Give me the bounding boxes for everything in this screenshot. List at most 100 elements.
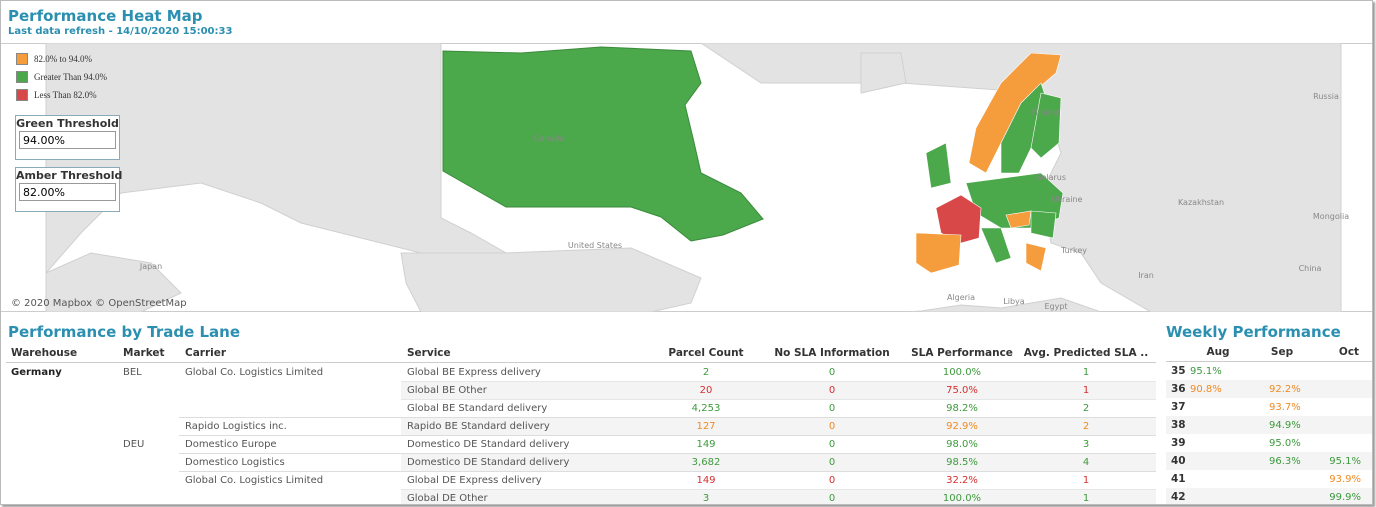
map-label: United States: [568, 241, 622, 250]
map-label: Russia: [1313, 92, 1339, 101]
week-label: 35: [1171, 365, 1186, 377]
legend-label: 82.0% to 94.0%: [34, 54, 92, 64]
map-label: Mongolia: [1313, 212, 1349, 221]
column-header: Carrier: [185, 347, 227, 359]
row-band: [1166, 452, 1372, 470]
region-green: [925, 142, 952, 189]
map-label: Japan: [139, 262, 162, 271]
map-label: Iran: [1138, 271, 1154, 280]
row-rule: [179, 471, 1156, 472]
table-cell: 1: [1082, 493, 1090, 504]
table-cell: 0: [828, 493, 836, 504]
region-red: [935, 194, 982, 244]
table-cell: 3,682: [691, 457, 721, 468]
column-header: Avg. Predicted SLA ..: [1023, 347, 1149, 359]
table-cell: 127: [696, 421, 716, 432]
table-cell: Domestico DE Standard delivery: [407, 439, 570, 450]
weekly-cell: 93.7%: [1269, 402, 1301, 413]
table-title: Performance by Trade Lane: [8, 323, 241, 341]
table-cell: Domestico Europe: [185, 439, 277, 450]
table-cell: 4: [1082, 457, 1090, 468]
table-cell: 2: [702, 367, 710, 378]
column-header: Aug: [1206, 346, 1230, 358]
table-cell: Global Co. Logistics Limited: [185, 367, 324, 378]
table-cell: 92.9%: [946, 421, 978, 432]
region-green: [1030, 210, 1057, 239]
row-rule: [179, 453, 1156, 454]
map-label: Kazakhstan: [1178, 198, 1224, 207]
row-band: [401, 417, 1156, 435]
map-label: Libya: [1003, 297, 1024, 306]
table-cell: 0: [828, 403, 836, 414]
week-label: 41: [1171, 473, 1186, 485]
table-cell: 98.5%: [946, 457, 978, 468]
map-label: Turkey: [1060, 246, 1087, 255]
weekly-title: Weekly Performance: [1166, 323, 1341, 341]
table-cell: Rapido Logistics inc.: [185, 421, 287, 432]
table-cell: 3: [702, 493, 710, 504]
week-label: 42: [1171, 491, 1186, 503]
weekly-cell: 94.9%: [1269, 420, 1301, 431]
map-label: Egypt: [1044, 302, 1067, 311]
table-cell: 100.0%: [942, 367, 982, 378]
weekly-cell: 93.9%: [1329, 474, 1361, 485]
column-header: Sep: [1270, 346, 1294, 358]
weekly-cell: 90.8%: [1190, 384, 1222, 395]
table-cell: Global BE Other: [407, 385, 487, 396]
table-cell: 98.2%: [946, 403, 978, 414]
weekly-cell: 96.3%: [1269, 456, 1301, 467]
map-label: Ukraine: [1052, 195, 1083, 204]
week-label: 36: [1171, 383, 1186, 395]
row-rule: [401, 381, 1156, 382]
threshold-label: Green Threshold: [16, 117, 119, 130]
table-cell: Germany: [11, 367, 62, 378]
map-label: Belarus: [1036, 173, 1066, 182]
legend-swatch: [16, 71, 28, 83]
threshold: Green Threshold 94.00%: [15, 115, 120, 160]
table-cell: Global BE Standard delivery: [407, 403, 548, 414]
table-cell: BEL: [123, 367, 142, 378]
threshold-input: 94.00%: [19, 131, 116, 149]
table-cell: Domestico Logistics: [185, 457, 285, 468]
row-band: [1166, 380, 1372, 398]
table-cell: 2: [1082, 421, 1090, 432]
attribution: © 2020 Mapbox © OpenStreetMap: [11, 298, 187, 309]
table-cell: 3: [1082, 439, 1090, 450]
legend-label: Greater Than 94.0%: [34, 72, 108, 82]
legend-swatch: [16, 89, 28, 101]
row-band: [401, 489, 1156, 504]
subtitle: Last data refresh - 14/10/2020 15:00:33: [8, 26, 233, 37]
row-rule: [179, 435, 1156, 436]
map-label: Canada: [534, 134, 565, 143]
map-label: Finland: [1032, 108, 1061, 117]
row-band: [401, 381, 1156, 399]
week-label: 38: [1171, 419, 1186, 431]
weekly-cell: 95.1%: [1190, 366, 1222, 377]
table-cell: 75.0%: [946, 385, 978, 396]
header-rule: [6, 362, 1156, 363]
table-cell: DEU: [123, 439, 145, 450]
threshold-label: Amber Threshold: [16, 169, 123, 182]
table-cell: 0: [828, 385, 836, 396]
legend-swatch: [16, 53, 28, 65]
title: Performance Heat Map: [8, 7, 203, 25]
row-band: [1166, 488, 1372, 504]
weekly-cell: 95.0%: [1269, 438, 1301, 449]
table-cell: 149: [696, 439, 716, 450]
week-label: 37: [1171, 401, 1186, 413]
week-label: 40: [1171, 455, 1186, 467]
table-cell: Global DE Other: [407, 493, 488, 504]
table-cell: 0: [828, 421, 836, 432]
table-cell: 2: [1082, 403, 1090, 414]
row-rule: [179, 417, 1156, 418]
weekly-cell: 92.2%: [1269, 384, 1301, 395]
weekly-cell: 99.9%: [1329, 492, 1361, 503]
table-cell: Global BE Express delivery: [407, 367, 541, 378]
header-rule: [1166, 361, 1372, 362]
column-header: Parcel Count: [668, 347, 744, 359]
table-cell: 32.2%: [946, 475, 978, 486]
weekly-cell: 95.1%: [1329, 456, 1361, 467]
map-labels: Russia Finland Canada United States Kazakhst…: [139, 92, 1349, 311]
row-rule: [401, 399, 1156, 400]
